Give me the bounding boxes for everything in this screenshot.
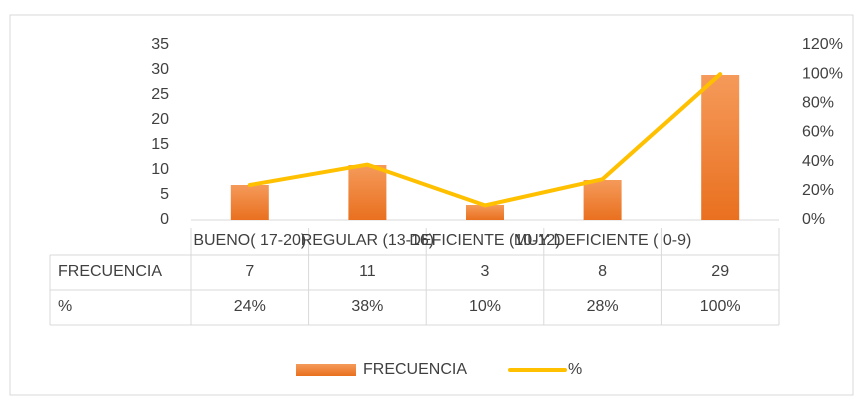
y2-tick-label: 120% [802, 36, 843, 53]
table-row-header: % [58, 298, 72, 315]
bar [348, 165, 387, 220]
table-cell: 24% [234, 298, 266, 315]
x-tick-label: DEFICIENTE (10-12) [409, 232, 560, 249]
y2-tick-label: 80% [802, 95, 834, 112]
legend-swatch [296, 364, 356, 376]
table-cell: 8 [598, 263, 607, 280]
bar [466, 205, 504, 220]
bar [230, 185, 269, 220]
y2-tick-label: 40% [802, 153, 834, 170]
y-tick-label: 5 [160, 186, 169, 203]
y-tick-label: 20 [151, 111, 169, 128]
table-cell: 38% [351, 298, 383, 315]
line [247, 72, 723, 208]
y-tick-label: 25 [151, 86, 169, 103]
table-cell: 10% [469, 298, 501, 315]
bar [583, 180, 622, 220]
y-tick-label: 0 [160, 211, 169, 228]
x-tick-label: MUY DEFICIENTE ( 0-9) [514, 232, 692, 249]
y2-tick-label: 0% [802, 211, 825, 228]
table-cell: 29 [711, 263, 729, 280]
y-tick-label: 35 [151, 36, 169, 53]
legend-label: % [568, 361, 582, 378]
legend-label: FRECUENCIA [363, 361, 467, 378]
bar [701, 75, 740, 220]
y-tick-label: 15 [151, 136, 169, 153]
table-cell: 7 [245, 263, 254, 280]
table-cell: 3 [481, 263, 490, 280]
y-tick-label: 30 [151, 61, 169, 78]
table-row-header: FRECUENCIA [58, 263, 162, 280]
y2-tick-label: 60% [802, 124, 834, 141]
table-cell: 100% [700, 298, 741, 315]
x-tick-label: BUENO( 17-20) [193, 232, 306, 249]
table-cell: 11 [359, 263, 376, 280]
x-tick-label: REGULAR (13-16) [301, 232, 434, 249]
y2-tick-label: 20% [802, 182, 834, 199]
table-cell: 28% [587, 298, 619, 315]
y-tick-label: 10 [151, 161, 169, 178]
y2-tick-label: 100% [802, 65, 843, 82]
